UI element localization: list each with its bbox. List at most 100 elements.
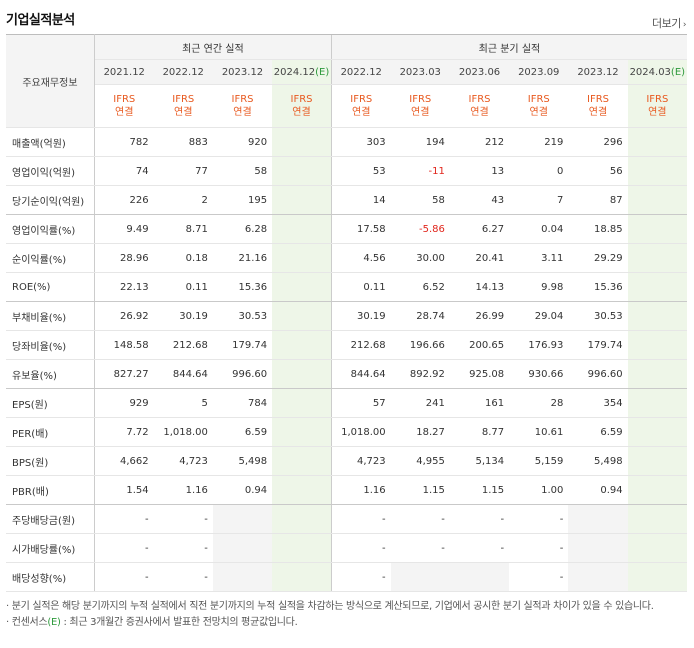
row-label: 유보율(%) — [6, 359, 95, 389]
header-ifrs-row: IFRS 연결 IFRS 연결 IFRS 연결 IFRS 연결 IFRS 연결 IFRS 연결 IFRS… — [6, 84, 687, 128]
table-cell — [272, 330, 332, 360]
table-row: 당좌비율(%) 148.58 212.68 179.74 212.68 196.66 200… — [6, 330, 687, 360]
table-cell: 148.58 — [94, 330, 154, 360]
table-cell: 1.16 — [153, 475, 213, 505]
table-cell: 0.11 — [153, 272, 213, 302]
ifrs-label: IFRS — [587, 94, 609, 105]
consolidated-label: 연결 — [588, 107, 608, 118]
table-cell: 5,159 — [509, 446, 569, 476]
table-cell: 844.64 — [153, 359, 213, 389]
table-cell: 1.15 — [390, 475, 450, 505]
table-cell: - — [330, 533, 391, 563]
footnote-quarterly: · 분기 실적은 해당 분기까지의 누적 실적에서 직전 분기까지의 누적 실적… — [6, 601, 654, 612]
consolidated-label: 연결 — [174, 107, 193, 118]
table-cell — [627, 272, 687, 302]
ifrs-basis-header: IFRS 연결 — [212, 84, 273, 128]
table-cell — [390, 562, 450, 592]
table-cell: 0.04 — [509, 214, 569, 244]
ifrs-basis-header: IFRS 연결 — [272, 84, 332, 128]
table-cell: 996.60 — [568, 359, 628, 389]
table-cell: 58 — [390, 185, 450, 215]
table-cell: - — [390, 504, 450, 534]
table-cell: 87 — [568, 185, 628, 215]
table-cell: 892.92 — [390, 359, 450, 389]
period-label: 2024.12 — [273, 66, 316, 78]
table-cell: 30.53 — [568, 301, 628, 331]
table-cell — [568, 533, 628, 563]
table-cell: - — [330, 562, 391, 592]
table-cell: 6.59 — [568, 417, 628, 447]
table-cell: 5,134 — [449, 446, 510, 476]
row-label: 매출액(억원) — [6, 127, 95, 157]
table-cell: 196.66 — [390, 330, 450, 360]
table-cell: 996.60 — [212, 359, 273, 389]
table-cell: 920 — [212, 127, 273, 157]
table-cell: 844.64 — [330, 359, 391, 389]
chevron-right-icon: › — [682, 20, 687, 30]
table-cell: 9.98 — [509, 272, 569, 302]
table-cell — [272, 127, 332, 157]
period-header: 2024.03(E) — [627, 59, 687, 85]
period-header: 2023.12 — [212, 59, 273, 85]
table-cell: 14.13 — [449, 272, 510, 302]
table-row: 시가배당률(%) - - - - - - — [6, 533, 687, 563]
table-cell: 883 — [153, 127, 213, 157]
table-cell: - — [449, 533, 510, 563]
row-label: ROE(%) — [6, 272, 95, 302]
table-cell — [449, 562, 510, 592]
more-link[interactable]: 더보기 › — [652, 15, 687, 31]
table-cell: 212 — [449, 127, 510, 157]
period-label: 2023.09 — [518, 66, 560, 78]
table-cell: 1.16 — [330, 475, 391, 505]
table-cell: 18.85 — [568, 214, 628, 244]
table-cell: 1,018.00 — [153, 417, 213, 447]
table-cell: - — [449, 504, 510, 534]
row-label: 당기순이익(억원) — [6, 185, 95, 215]
ifrs-label: IFRS — [231, 94, 254, 105]
table-cell: - — [509, 562, 569, 592]
period-header: 2024.12(E) — [272, 59, 332, 85]
table-cell — [627, 533, 687, 563]
consolidated-label: 연결 — [115, 107, 134, 118]
period-label: 2023.12 — [577, 66, 619, 78]
period-label: 2022.12 — [340, 66, 382, 78]
table-cell: 0.18 — [153, 243, 213, 273]
table-cell: 6.52 — [390, 272, 450, 302]
table-cell: 22.13 — [94, 272, 154, 302]
estimate-mark: (E) — [315, 66, 330, 78]
row-label: 영업이익률(%) — [6, 214, 95, 244]
table-row: EPS(원) 929 5 784 57 241 161 28 354 — [6, 388, 687, 418]
table-cell — [627, 446, 687, 476]
table-cell — [272, 214, 332, 244]
table-cell — [272, 562, 332, 592]
table-cell — [627, 475, 687, 505]
more-label: 더보기 — [652, 17, 681, 30]
table-cell: 30.19 — [330, 301, 391, 331]
ifrs-label: IFRS — [290, 94, 313, 105]
table-cell: 30.19 — [153, 301, 213, 331]
table-cell: 28.74 — [390, 301, 450, 331]
table-cell — [212, 504, 273, 534]
table-row: 주당배당금(원) - - - - - - — [6, 504, 687, 534]
table-cell: 296 — [568, 127, 628, 157]
ifrs-label: IFRS — [350, 94, 373, 105]
period-label: 2023.12 — [221, 66, 264, 78]
table-cell — [568, 504, 628, 534]
table-cell: 0.94 — [212, 475, 273, 505]
table-row: 당기순이익(억원) 226 2 195 14 58 43 7 87 — [6, 185, 687, 215]
table-cell: 30.53 — [212, 301, 273, 331]
row-label: 주당배당금(원) — [6, 504, 95, 534]
row-label: 배당성향(%) — [6, 562, 95, 592]
table-cell — [627, 417, 687, 447]
table-cell — [627, 127, 687, 157]
period-header: 2023.06 — [449, 59, 510, 85]
row-label: PBR(배) — [6, 475, 95, 505]
table-cell — [627, 156, 687, 186]
period-header: 2022.12 — [330, 59, 391, 85]
ifrs-label: IFRS — [409, 94, 432, 105]
table-cell: -5.86 — [390, 214, 450, 244]
ifrs-label: IFRS — [527, 94, 550, 105]
table-cell: 929 — [94, 388, 154, 418]
table-cell: 56 — [568, 156, 628, 186]
table-cell: 1.00 — [509, 475, 569, 505]
